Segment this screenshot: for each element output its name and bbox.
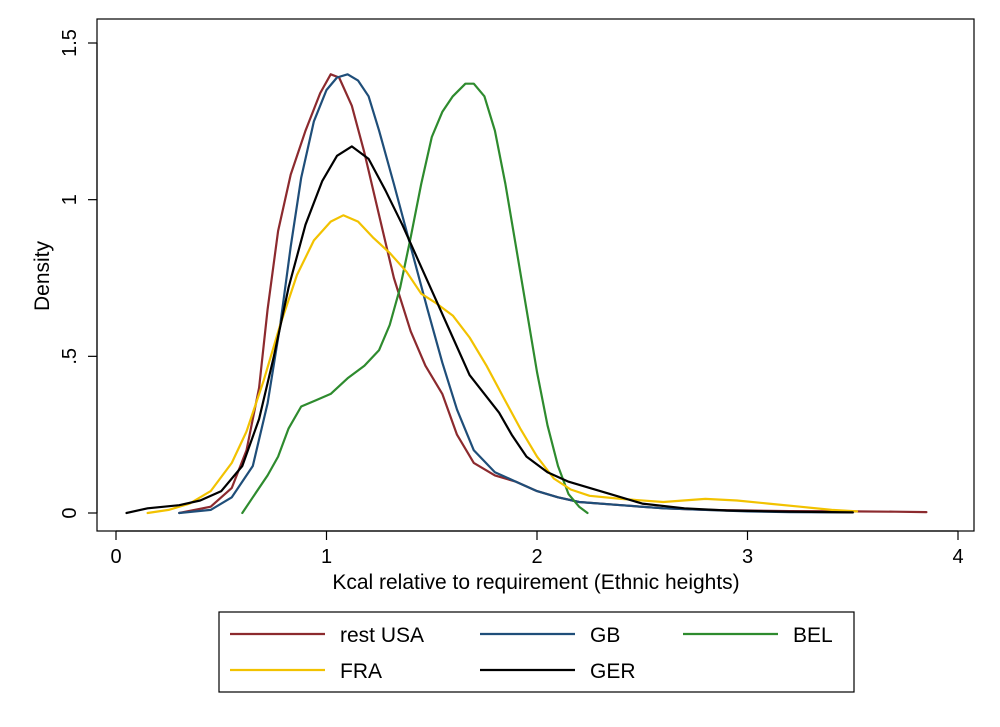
x-tick-label: 2 (531, 546, 542, 568)
y-tick-label: 0 (59, 507, 81, 518)
y-tick-label: 1 (59, 194, 81, 205)
x-tick-label: 4 (952, 546, 963, 568)
y-axis-title: Density (31, 240, 54, 311)
legend-box (218, 611, 855, 693)
x-axis-title: Kcal relative to requirement (Ethnic hei… (332, 571, 739, 594)
x-axis: 0 1 2 3 4 Kcal relative to requirement (Ethn… (110, 530, 964, 594)
y-tick-label: 1.5 (59, 29, 81, 57)
legend-label-fra: FRA (340, 660, 382, 683)
series-line-ger (125, 145, 854, 515)
x-ticks: 0 1 2 3 4 (110, 531, 964, 568)
series-line-fra (146, 214, 859, 515)
x-tick-label: 1 (321, 546, 332, 568)
legend-label-bel: BEL (793, 624, 833, 647)
y-axis: 0 .5 1 1.5 Density (31, 29, 98, 519)
series-line-bel (241, 82, 589, 515)
x-tick-label: 0 (110, 546, 121, 568)
x-tick-label: 3 (742, 546, 753, 568)
legend: rest USA GB BEL FRA GER (218, 611, 855, 693)
series-line-gb (178, 73, 854, 515)
legend-label-rest-usa: rest USA (340, 624, 424, 647)
y-ticks: 0 .5 1 1.5 (59, 29, 97, 519)
legend-items: rest USA GB BEL FRA GER (230, 624, 833, 683)
legend-label-ger: GER (590, 660, 636, 683)
legend-label-gb: GB (590, 624, 620, 647)
series-lines (125, 73, 928, 515)
y-tick-label: .5 (59, 348, 81, 365)
